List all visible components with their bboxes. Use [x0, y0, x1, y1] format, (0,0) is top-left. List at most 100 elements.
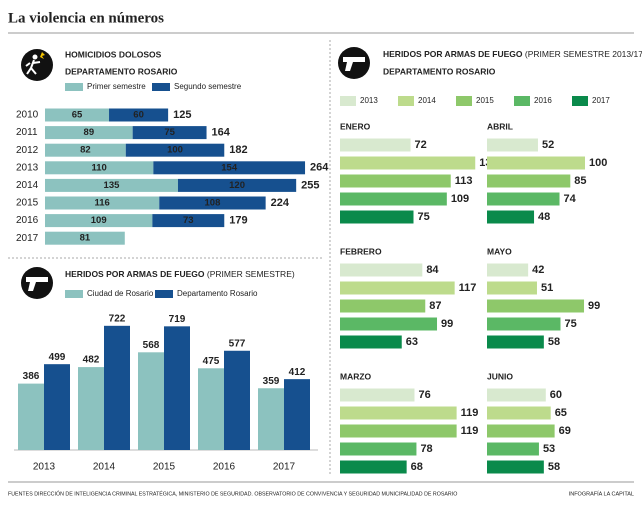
bar [78, 367, 104, 450]
value-label: 412 [289, 367, 306, 378]
bar [45, 196, 160, 210]
value-label: 84 [426, 264, 439, 276]
legend-label: Ciudad de Rosario [87, 289, 154, 298]
value-label: 475 [203, 356, 220, 367]
bar [45, 178, 178, 192]
legend-label: 2014 [418, 96, 436, 105]
value-label: 69 [559, 425, 571, 437]
value-label: 76 [418, 389, 430, 401]
bar [258, 388, 284, 450]
value-label: 60 [133, 110, 144, 121]
legend-label: 2016 [534, 96, 552, 105]
panel-title: MAYO [487, 246, 512, 256]
total-label: 125 [173, 109, 191, 121]
value-label: 87 [429, 300, 441, 312]
chart-subtitle: DEPARTAMENTO ROSARIO [383, 66, 496, 76]
page-title: La violencia en números [8, 10, 164, 26]
bar [159, 196, 266, 210]
bar [340, 299, 426, 313]
value-label: 120 [229, 180, 245, 191]
bar [164, 326, 190, 450]
value-label: 108 [205, 198, 221, 209]
panel-title: ENERO [340, 121, 371, 131]
bar [487, 192, 560, 206]
value-label: 719 [169, 314, 186, 325]
bar [45, 126, 133, 140]
legend-label: Primer semestre [87, 82, 146, 91]
legend-label: Segundo semestre [174, 82, 242, 91]
value-label: 48 [538, 211, 550, 223]
value-label: 99 [588, 300, 600, 312]
bar [340, 460, 407, 474]
value-label: 74 [564, 193, 577, 205]
value-label: 109 [451, 193, 469, 205]
bar [153, 161, 306, 175]
bar [487, 424, 555, 438]
value-label: 499 [49, 352, 66, 363]
legend-swatch [514, 96, 530, 106]
legend-label: 2017 [592, 96, 610, 105]
value-label: 113 [455, 175, 473, 187]
bar [45, 143, 126, 157]
total-label: 179 [229, 215, 247, 227]
chart-title: HOMICIDIOS DOLOSOS [65, 49, 162, 59]
value-label: 568 [143, 340, 160, 351]
value-label: 386 [23, 371, 40, 382]
legend-swatch [340, 96, 356, 106]
bar [487, 299, 585, 313]
bar [487, 460, 544, 474]
bar [18, 383, 44, 450]
bar [138, 352, 164, 450]
chart-title-suffix: (PRIMER SEMESTRE 2013/17) [525, 49, 642, 59]
value-label: 75 [565, 318, 577, 330]
value-label: 65 [555, 407, 567, 419]
bar [104, 325, 130, 450]
y-tick-label: 2015 [16, 198, 39, 209]
value-label: 58 [548, 336, 560, 348]
chart-title: HERIDOS POR ARMAS DE FUEGO (PRIMER SEMES… [65, 269, 295, 279]
footer-sources: FUENTES DIRECCIÓN DE INTELIGENCIA CRIMIN… [8, 490, 457, 497]
bar [45, 214, 153, 228]
chart-title: HERIDOS POR ARMAS DE FUEGO [383, 49, 523, 59]
bar [340, 138, 411, 152]
legend-label: 2013 [360, 96, 378, 105]
bar [109, 108, 169, 122]
value-label: 722 [109, 313, 126, 324]
bar [487, 335, 544, 349]
y-tick-label: 2013 [16, 162, 39, 173]
bar [340, 335, 402, 349]
bar [340, 317, 438, 331]
value-label: 52 [542, 139, 554, 151]
value-label: 577 [229, 338, 246, 349]
bar [487, 281, 537, 295]
bar [284, 379, 310, 450]
bar [340, 406, 457, 420]
total-label: 264 [310, 162, 329, 174]
value-label: 81 [80, 233, 91, 244]
x-tick-label: 2017 [273, 462, 296, 473]
value-label: 482 [83, 355, 100, 366]
bar [487, 174, 571, 188]
bar [340, 192, 447, 206]
y-tick-label: 2011 [16, 127, 38, 138]
chart-subtitle: DEPARTAMENTO ROSARIO [65, 66, 178, 76]
legend-label: Departamento Rosario [177, 289, 258, 298]
x-tick-label: 2014 [93, 462, 116, 473]
bar [487, 138, 538, 152]
value-label: 51 [541, 282, 553, 294]
footer-credit: INFOGRAFÍA LA CAPITAL [569, 490, 634, 497]
total-label: 182 [229, 144, 247, 156]
bar [487, 263, 529, 277]
value-label: 58 [548, 461, 560, 473]
bar [45, 231, 125, 245]
y-tick-label: 2010 [16, 110, 39, 121]
chart-title: HERIDOS POR ARMAS DE FUEGO (PRIMER SEMES… [383, 49, 642, 59]
value-label: 78 [420, 443, 432, 455]
bar [198, 368, 224, 450]
legend-swatch [456, 96, 472, 106]
value-label: 65 [72, 110, 83, 121]
x-tick-label: 2016 [213, 462, 236, 473]
bar [152, 214, 225, 228]
y-tick-label: 2016 [16, 215, 39, 226]
